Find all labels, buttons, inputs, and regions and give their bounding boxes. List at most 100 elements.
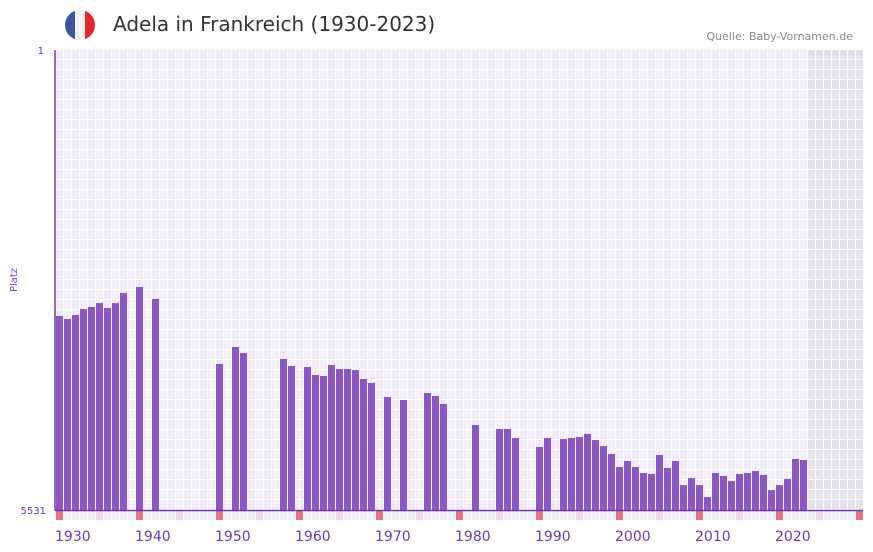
- year-marker: [416, 511, 423, 520]
- grid-cell: [136, 180, 143, 189]
- grid-cell: [488, 480, 495, 489]
- grid-cell: [736, 90, 743, 99]
- grid-cell: [736, 240, 743, 249]
- grid-cell: [632, 400, 639, 409]
- grid-cell: [416, 500, 423, 509]
- grid-cell: [688, 390, 695, 399]
- grid-cell: [88, 240, 95, 249]
- grid-cell: [480, 300, 487, 309]
- grid-cell: [752, 290, 759, 299]
- grid-cell: [808, 450, 815, 459]
- grid-cell: [712, 330, 719, 339]
- grid-cell: [744, 210, 751, 219]
- grid-cell: [480, 160, 487, 169]
- grid-cell: [648, 380, 655, 389]
- grid-cell: [664, 410, 671, 419]
- grid-cell: [704, 340, 711, 349]
- grid-cell: [848, 220, 855, 229]
- grid-cell: [840, 500, 847, 509]
- grid-cell: [360, 100, 367, 109]
- grid-cell: [520, 210, 527, 219]
- bar-2006: [664, 467, 671, 510]
- grid-cell: [208, 150, 215, 159]
- year-marker: [320, 511, 327, 520]
- grid-cell: [352, 240, 359, 249]
- grid-cell: [232, 310, 239, 319]
- grid-cell: [320, 370, 327, 379]
- grid-cell: [320, 330, 327, 339]
- grid-cell: [664, 210, 671, 219]
- year-marker: [808, 511, 815, 520]
- grid-cell: [688, 360, 695, 369]
- grid-cell: [608, 220, 615, 229]
- grid-cell: [592, 350, 599, 359]
- grid-cell: [424, 150, 431, 159]
- grid-cell: [360, 140, 367, 149]
- grid-cell: [128, 420, 135, 429]
- grid-cell: [760, 130, 767, 139]
- grid-cell: [288, 140, 295, 149]
- grid-cell: [512, 170, 519, 179]
- grid-cell: [424, 220, 431, 229]
- year-marker: [848, 511, 855, 520]
- grid-cell: [456, 190, 463, 199]
- grid-cell: [304, 330, 311, 339]
- grid-cell: [64, 260, 71, 269]
- grid-cell: [200, 180, 207, 189]
- grid-cell: [616, 440, 623, 449]
- grid-cell: [352, 50, 359, 59]
- grid-cell: [248, 160, 255, 169]
- grid-cell: [232, 50, 239, 59]
- grid-cell: [296, 400, 303, 409]
- grid-cell: [488, 80, 495, 89]
- grid-cell: [416, 140, 423, 149]
- grid-cell: [456, 270, 463, 279]
- grid-cell: [400, 360, 407, 369]
- grid-cell: [184, 470, 191, 479]
- grid-cell: [272, 90, 279, 99]
- grid-cell: [576, 370, 583, 379]
- grid-cell: [248, 220, 255, 229]
- grid-cell: [800, 200, 807, 209]
- grid-cell: [568, 330, 575, 339]
- source-link[interactable]: Quelle: Baby-Vornamen.de: [706, 30, 853, 43]
- grid-cell: [720, 350, 727, 359]
- grid-cell: [432, 120, 439, 129]
- grid-cell: [256, 390, 263, 399]
- grid-cell: [240, 170, 247, 179]
- grid-cell: [560, 210, 567, 219]
- grid-cell: [736, 260, 743, 269]
- grid-cell: [80, 190, 87, 199]
- grid-cell: [704, 270, 711, 279]
- grid-cell: [448, 250, 455, 259]
- grid-cell: [184, 340, 191, 349]
- grid-cell: [496, 80, 503, 89]
- grid-cell: [664, 430, 671, 439]
- grid-cell: [72, 230, 79, 239]
- grid-cell: [96, 150, 103, 159]
- year-marker: [304, 511, 311, 520]
- grid-cell: [616, 460, 623, 469]
- grid-cell: [728, 270, 735, 279]
- grid-cell: [376, 160, 383, 169]
- grid-cell: [632, 450, 639, 459]
- grid-cell: [304, 160, 311, 169]
- year-marker: [528, 511, 535, 520]
- grid-cell: [256, 240, 263, 249]
- grid-cell: [808, 390, 815, 399]
- grid-cell: [480, 470, 487, 479]
- grid-cell: [784, 280, 791, 289]
- grid-cell: [176, 200, 183, 209]
- grid-cell: [744, 320, 751, 329]
- grid-cell: [56, 180, 63, 189]
- grid-cell: [144, 500, 151, 509]
- grid-cell: [472, 60, 479, 69]
- grid-cell: [496, 380, 503, 389]
- grid-cell: [520, 50, 527, 59]
- grid-cell: [664, 380, 671, 389]
- grid-cell: [488, 300, 495, 309]
- grid-cell: [472, 100, 479, 109]
- grid-cell: [344, 270, 351, 279]
- grid-cell: [520, 120, 527, 129]
- grid-cell: [640, 150, 647, 159]
